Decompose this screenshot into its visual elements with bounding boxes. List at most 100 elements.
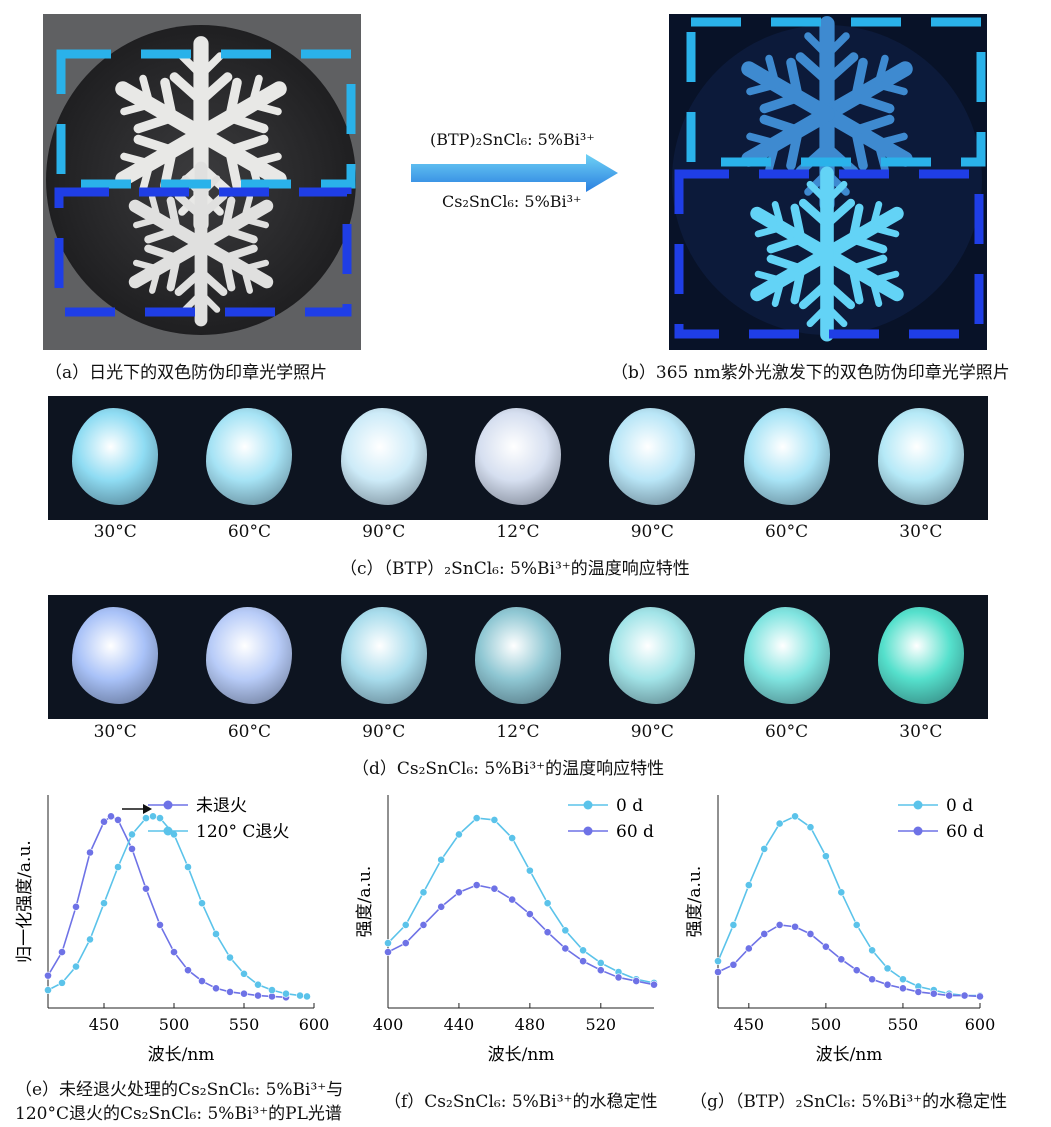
y-axis-label: 强度/a.u. bbox=[685, 866, 705, 938]
data-point bbox=[632, 977, 641, 985]
caption-d: （d）Cs₂SnCl₆: 5%Bi³⁺的温度响应特性 bbox=[352, 759, 665, 779]
data-point bbox=[198, 899, 206, 908]
sample-photo-7 bbox=[854, 595, 988, 719]
strip-btp-temperature bbox=[48, 396, 988, 520]
legend-marker bbox=[163, 826, 173, 836]
data-point bbox=[107, 812, 115, 821]
data-point bbox=[401, 921, 410, 929]
data-point bbox=[960, 991, 969, 1000]
temperature-label: 30°C bbox=[899, 522, 943, 542]
temperature-label: 60°C bbox=[764, 522, 809, 542]
legend-label: 60 d bbox=[946, 822, 984, 842]
temperature-label: 30°C bbox=[899, 722, 943, 742]
data-point bbox=[455, 888, 463, 897]
arrow-label-top: (BTP)₂SnCl₆: 5%Bi³⁺ bbox=[430, 130, 595, 149]
data-point bbox=[490, 884, 499, 893]
chart-f-cs-water-stability: 400 440 480 520 波长/nm 强度/a.u. 0 d 60 d bbox=[355, 795, 658, 1065]
data-point bbox=[883, 980, 892, 989]
data-point bbox=[596, 959, 605, 967]
uv-stamp-illustration bbox=[672, 14, 986, 350]
data-point bbox=[86, 935, 94, 944]
powder-glow bbox=[340, 408, 427, 506]
caption-e-line2: 120°C退火的Cs₂SnCl₆: 5%Bi³⁺的PL光谱 bbox=[15, 1104, 342, 1124]
data-point bbox=[508, 834, 517, 842]
data-point bbox=[419, 888, 428, 897]
powder-glow bbox=[743, 408, 830, 506]
data-point bbox=[714, 957, 722, 966]
temperature-label: 90°C bbox=[630, 522, 674, 542]
data-point bbox=[899, 975, 907, 984]
data-point bbox=[142, 814, 150, 823]
sample-photo-2 bbox=[182, 396, 316, 520]
legend-label: 120° C退火 bbox=[196, 822, 289, 842]
data-point bbox=[596, 966, 605, 975]
legend-label: 未退火 bbox=[196, 796, 247, 816]
data-point bbox=[821, 942, 830, 951]
x-axis-label: 波长/nm bbox=[816, 1045, 883, 1065]
data-point bbox=[268, 986, 276, 995]
data-point bbox=[775, 921, 784, 929]
x-tick-label: 450 bbox=[89, 1015, 120, 1034]
legend-label: 0 d bbox=[946, 796, 973, 816]
data-point bbox=[472, 881, 481, 889]
arrow-label-bottom: Cs₂SnCl₆: 5%Bi³⁺ bbox=[442, 192, 582, 211]
sample-photo-4 bbox=[451, 595, 585, 719]
photo-daylight-stamp bbox=[43, 14, 361, 350]
powder-glow bbox=[475, 408, 561, 506]
sample-photo-3 bbox=[317, 595, 451, 719]
data-point bbox=[170, 948, 178, 956]
sample-photo-3 bbox=[317, 396, 451, 520]
data-point bbox=[226, 988, 234, 996]
data-point bbox=[437, 855, 446, 864]
data-point bbox=[212, 984, 220, 993]
data-point bbox=[791, 922, 799, 931]
legend-marker bbox=[583, 826, 593, 836]
data-point bbox=[821, 852, 830, 861]
data-point bbox=[868, 946, 877, 955]
strip-cs-temperature bbox=[48, 595, 988, 719]
data-point bbox=[44, 986, 52, 995]
data-point bbox=[729, 960, 738, 969]
data-point bbox=[714, 968, 722, 976]
data-point bbox=[254, 991, 262, 1000]
shift-arrowhead-icon bbox=[143, 804, 152, 814]
legend-marker bbox=[163, 800, 173, 810]
sample-photo-6 bbox=[719, 396, 853, 520]
sample-photo-5 bbox=[585, 396, 719, 520]
data-point bbox=[226, 953, 234, 962]
data-point bbox=[852, 966, 861, 975]
legend-label: 0 d bbox=[616, 796, 643, 816]
x-tick-label: 550 bbox=[888, 1015, 919, 1034]
series-line-1 bbox=[717, 815, 980, 997]
data-point bbox=[72, 902, 80, 911]
powder-glow bbox=[206, 607, 293, 705]
caption-c: （c）（BTP）₂SnCl₆: 5%Bi³⁺的温度响应特性 bbox=[340, 559, 690, 579]
caption-f: （f）Cs₂SnCl₆: 5%Bi³⁺的水稳定性 bbox=[384, 1092, 658, 1112]
data-point bbox=[883, 964, 892, 973]
data-point bbox=[296, 991, 304, 1000]
temperature-label: 12°C bbox=[496, 522, 540, 542]
x-tick-label: 400 bbox=[373, 1015, 404, 1034]
x-tick-label: 600 bbox=[299, 1015, 330, 1034]
data-point bbox=[914, 988, 923, 996]
daylight-stamp-illustration bbox=[46, 25, 356, 335]
sample-photo-1 bbox=[48, 396, 182, 520]
data-point bbox=[114, 863, 122, 871]
chart-g-btp-water-stability: 450 500 550 600 波长/nm 强度/a.u. 0 d 60 d bbox=[685, 795, 995, 1065]
data-point bbox=[868, 975, 877, 984]
data-point bbox=[58, 978, 66, 987]
data-point bbox=[86, 848, 94, 857]
data-point bbox=[240, 969, 248, 978]
temperature-label: 60°C bbox=[227, 722, 271, 742]
data-point bbox=[525, 910, 534, 918]
caption-g: （g）（BTP）₂SnCl₆: 5%Bi³⁺的水稳定性 bbox=[690, 1092, 1008, 1112]
temperature-label: 90°C bbox=[362, 522, 406, 542]
data-point bbox=[184, 966, 192, 975]
legend-marker bbox=[583, 800, 593, 810]
data-point bbox=[58, 948, 66, 956]
data-point bbox=[744, 881, 753, 889]
x-axis-label: 波长/nm bbox=[488, 1045, 555, 1065]
x-axis-label: 波长/nm bbox=[148, 1045, 215, 1065]
series-line-2 bbox=[387, 884, 655, 986]
temperature-label: 12°C bbox=[496, 722, 540, 742]
